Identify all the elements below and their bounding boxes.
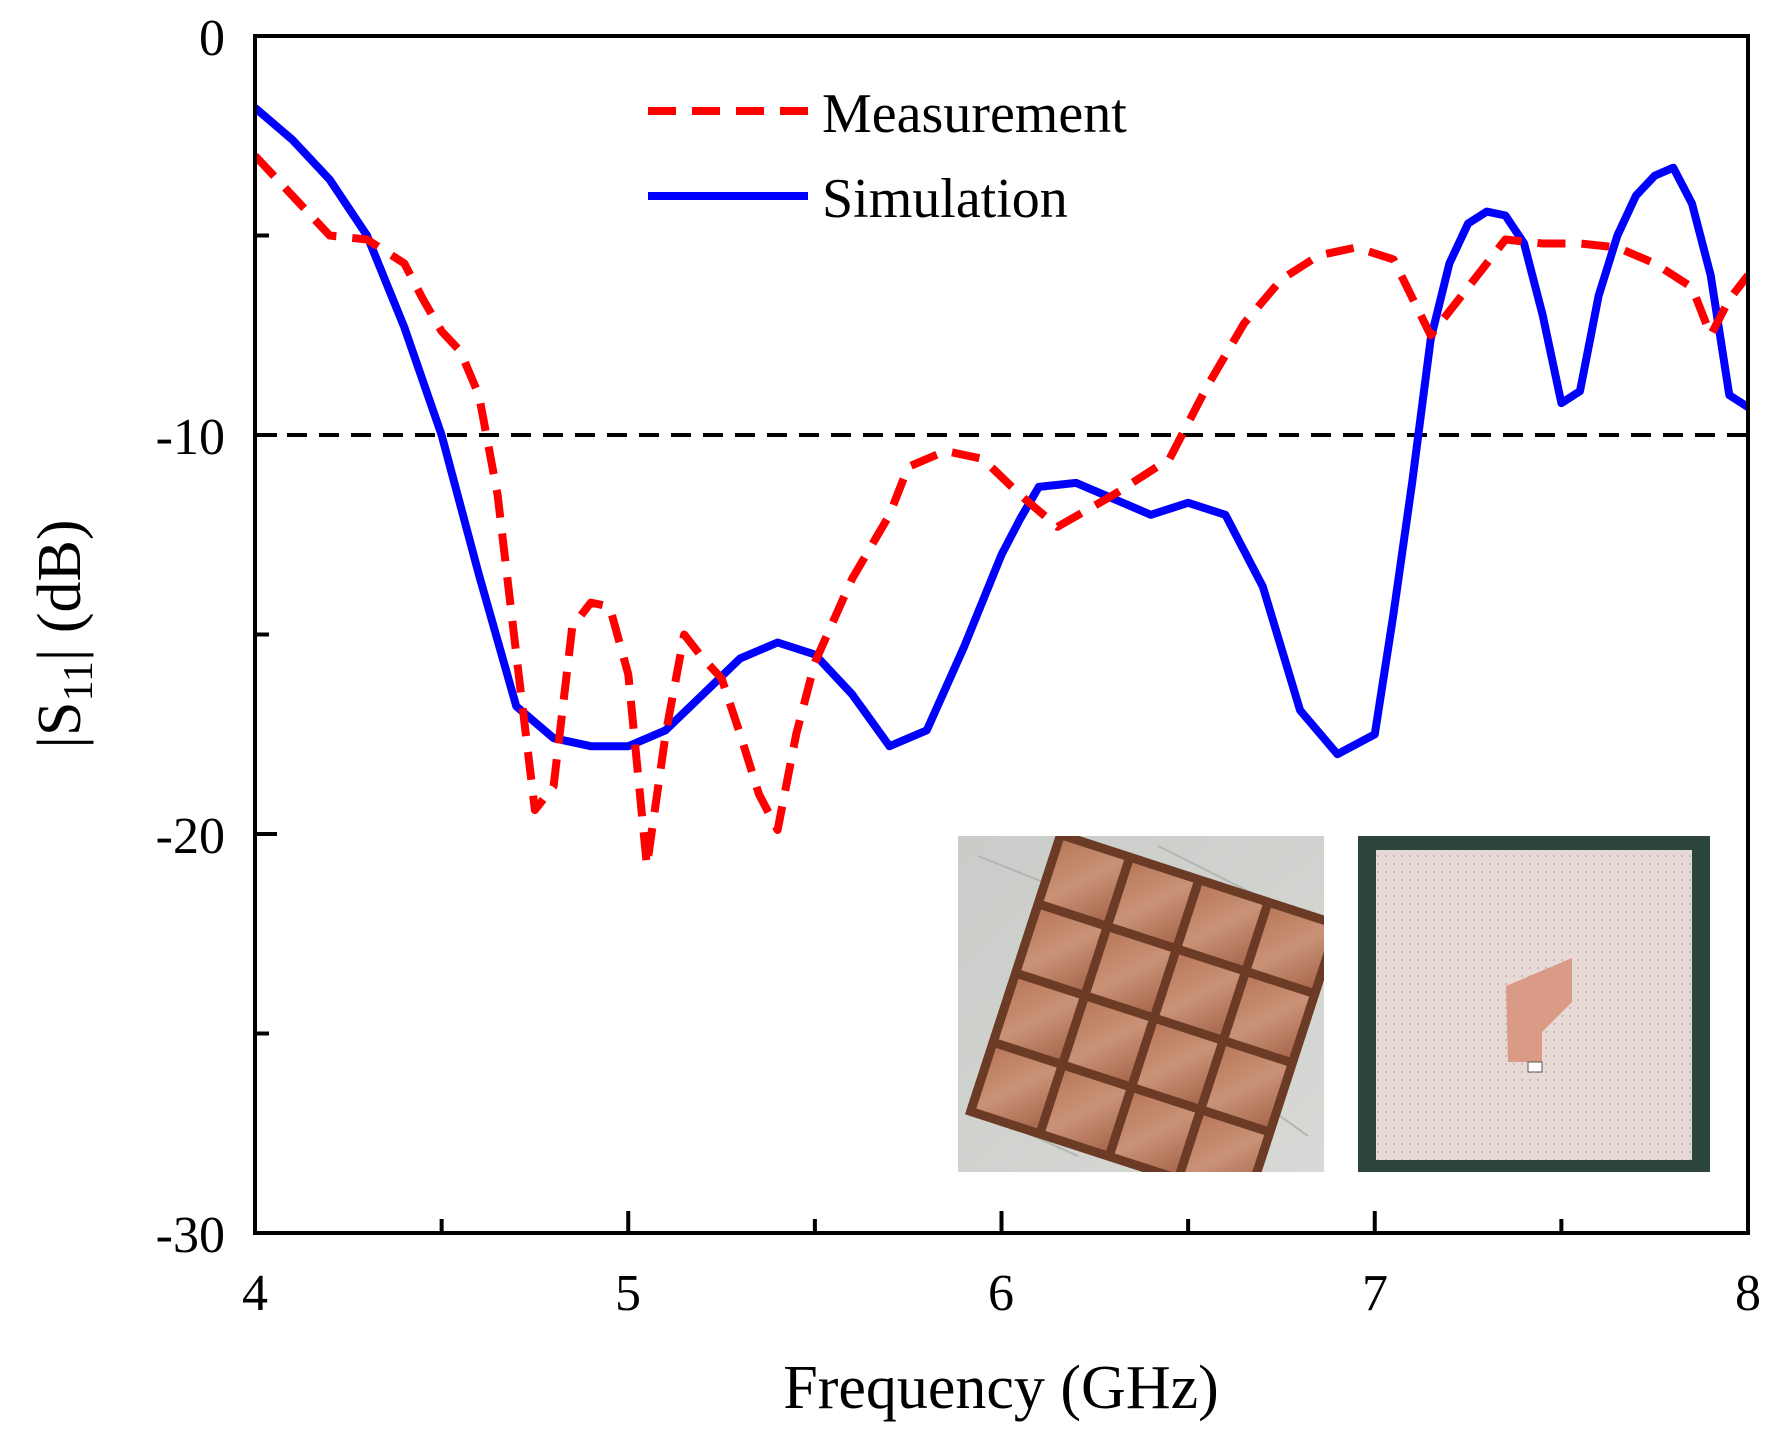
y-tick-label-minus30: -30 [156, 1207, 225, 1264]
y-tick-label-minus10: -10 [156, 409, 225, 466]
antenna-bottom-photo [1358, 836, 1710, 1172]
patch-cell [1112, 862, 1194, 944]
patch-cell [1206, 1046, 1287, 1127]
patch-cell [1090, 931, 1171, 1013]
legend-measurement-label: Measurement [822, 83, 1127, 145]
x-axis-ticks [253, 1211, 1750, 1233]
simulation-line [255, 104, 1748, 759]
x-axis-title: Frequency (GHz) [783, 1354, 1219, 1422]
patch-cell [1159, 954, 1241, 1035]
patch-cell [1182, 885, 1263, 966]
patch-cell [1137, 1023, 1218, 1105]
y-tick-label-0: 0 [199, 10, 225, 67]
patch-cell [1183, 1115, 1265, 1172]
patch-cell [976, 1047, 1057, 1129]
y-axis-ticks [255, 34, 277, 1235]
x-tick-label-5: 5 [615, 1265, 641, 1322]
patch-cell [1114, 1092, 1196, 1172]
feed-strip [1506, 958, 1572, 1062]
x-tick-label-6: 6 [988, 1265, 1014, 1322]
x-tick-label-7: 7 [1362, 1265, 1388, 1322]
patch-cell [1045, 1070, 1126, 1151]
patch-cell [1251, 907, 1324, 989]
y-axis-title: |S11| (dB) [26, 520, 102, 749]
patch-cell [1228, 976, 1310, 1058]
antenna-top-photo [958, 836, 1324, 1172]
measurement-line [255, 152, 1748, 870]
x-tick-label-4: 4 [242, 1265, 268, 1322]
feed-via [1527, 1061, 1543, 1073]
legend: Measurement Simulation [648, 83, 1127, 230]
y-tick-label-minus20: -20 [156, 808, 225, 865]
patch-cell [1043, 840, 1125, 921]
patch-cell [998, 978, 1080, 1060]
legend-simulation-label: Simulation [822, 168, 1068, 230]
patch-cell [1021, 909, 1102, 990]
patch-grid [976, 840, 1324, 1172]
x-tick-label-8: 8 [1735, 1265, 1761, 1322]
patch-cell [1067, 1001, 1149, 1082]
